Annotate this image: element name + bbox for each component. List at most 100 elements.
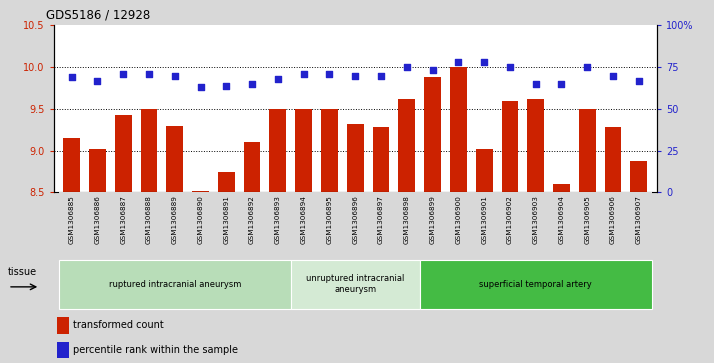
Bar [239,192,265,254]
Point [376,73,387,78]
Bar [420,192,446,254]
Bar [59,192,84,254]
Point [530,81,541,87]
Bar [321,109,338,192]
Text: GSM1306906: GSM1306906 [610,195,616,244]
Point [478,59,490,65]
Bar [316,192,342,254]
Text: GSM1306905: GSM1306905 [584,195,590,244]
Text: GSM1306901: GSM1306901 [481,195,487,244]
Bar [630,161,647,192]
Bar [110,192,136,254]
Text: GSM1306894: GSM1306894 [301,195,306,244]
Bar [291,192,316,254]
Text: GSM1306907: GSM1306907 [636,195,642,244]
Text: GSM1306886: GSM1306886 [94,195,101,244]
Point [298,71,309,77]
Bar [471,192,497,254]
Text: unruptured intracranial
aneurysm: unruptured intracranial aneurysm [306,274,404,294]
Text: GSM1306898: GSM1306898 [404,195,410,244]
Point [169,73,181,78]
Bar [115,115,131,192]
Bar [56,342,69,358]
Bar [213,192,239,254]
Text: GSM1306903: GSM1306903 [533,195,538,244]
Text: GSM1306899: GSM1306899 [430,195,436,244]
Text: GSM1306895: GSM1306895 [326,195,333,244]
Bar [265,192,291,254]
Text: superficial temporal artery: superficial temporal artery [479,280,592,289]
Bar [188,192,213,254]
Point [582,64,593,70]
Bar [136,192,162,254]
Point [427,68,438,73]
Bar [553,184,570,192]
Bar [501,101,518,192]
Bar [497,192,523,254]
Text: GSM1306897: GSM1306897 [378,195,384,244]
Bar [141,109,157,192]
Bar [476,149,493,192]
Point [608,73,619,78]
Point [246,81,258,87]
Bar [89,149,106,192]
Bar [56,317,69,334]
Bar [64,138,80,192]
Text: GSM1306896: GSM1306896 [352,195,358,244]
Text: ruptured intracranial aneurysm: ruptured intracranial aneurysm [109,280,241,289]
Text: GSM1306892: GSM1306892 [249,195,255,244]
Text: GSM1306891: GSM1306891 [223,195,229,244]
Point [272,76,283,82]
Point [633,78,645,83]
Text: GSM1306893: GSM1306893 [275,195,281,244]
Point [504,64,516,70]
Point [91,78,103,83]
Text: GDS5186 / 12928: GDS5186 / 12928 [46,9,151,22]
Bar [600,192,626,254]
Point [144,71,155,77]
Point [221,83,232,89]
Bar [574,192,600,254]
Point [66,74,77,80]
Text: GSM1306900: GSM1306900 [456,195,461,244]
Point [555,81,567,87]
Bar [579,109,595,192]
Bar [368,192,394,254]
Bar [450,67,467,192]
Text: GSM1306902: GSM1306902 [507,195,513,244]
FancyBboxPatch shape [59,260,291,309]
Text: tissue: tissue [8,267,37,277]
FancyBboxPatch shape [420,260,652,309]
Bar [166,126,183,192]
Point [117,71,129,77]
Bar [296,109,312,192]
Text: GSM1306887: GSM1306887 [120,195,126,244]
Bar [446,192,471,254]
Text: GSM1306889: GSM1306889 [172,195,178,244]
Bar [626,192,652,254]
Bar [548,192,574,254]
Point [323,71,335,77]
Text: percentile rank within the sample: percentile rank within the sample [73,345,238,355]
Bar [84,192,110,254]
Bar [243,142,261,192]
Point [401,64,413,70]
Text: GSM1306888: GSM1306888 [146,195,152,244]
Text: GSM1306890: GSM1306890 [198,195,203,244]
Bar [192,191,209,192]
Point [195,84,206,90]
Bar [394,192,420,254]
Text: GSM1306885: GSM1306885 [69,195,74,244]
Text: transformed count: transformed count [73,321,164,330]
Bar [373,127,389,192]
Bar [218,171,235,192]
Bar [424,77,441,192]
FancyBboxPatch shape [291,260,420,309]
Bar [605,127,621,192]
Text: GSM1306904: GSM1306904 [558,195,565,244]
Point [453,59,464,65]
Bar [269,109,286,192]
Bar [398,99,415,192]
Bar [528,99,544,192]
Bar [523,192,548,254]
